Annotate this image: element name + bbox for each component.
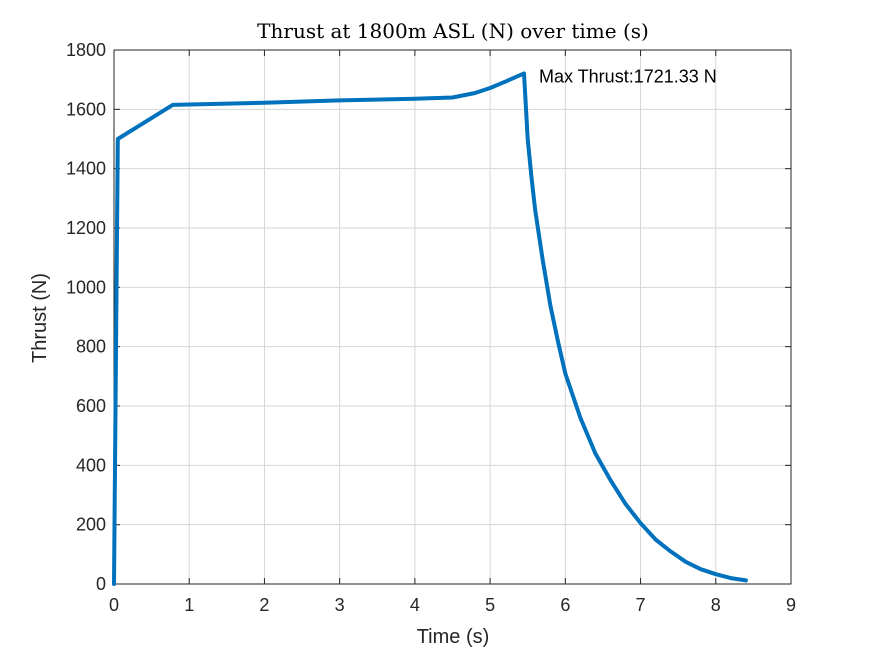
plot-frame xyxy=(113,49,792,585)
y-tick-label: 400 xyxy=(76,455,106,475)
x-tick-label: 2 xyxy=(259,595,269,615)
y-tick-label: 200 xyxy=(76,515,106,535)
x-tick-label: 7 xyxy=(636,595,646,615)
x-axis-label: Time (s) xyxy=(417,626,490,648)
y-tick-label: 1000 xyxy=(66,277,106,297)
tick-labels: 0 1 2 3 4 5 6 7 8 9 0 200 400 600 800 1000 1200 1400 1600 1… xyxy=(66,40,796,615)
max-thrust-annotation: Max Thrust:1721.33 N xyxy=(539,67,717,87)
y-tick-label: 600 xyxy=(76,396,106,416)
series-group xyxy=(112,71,748,586)
x-tick-label: 6 xyxy=(560,595,570,615)
x-tick-label: 4 xyxy=(410,595,420,615)
y-tick-label: 1200 xyxy=(66,218,106,238)
annotations: Max Thrust:1721.33 N xyxy=(539,67,717,87)
x-tick-label: 9 xyxy=(786,595,796,615)
series-line xyxy=(112,71,748,586)
x-tick-label: 1 xyxy=(184,595,194,615)
x-tick-label: 8 xyxy=(711,595,721,615)
x-tick-label: 0 xyxy=(109,595,119,615)
y-tick-label: 1400 xyxy=(66,159,106,179)
y-axis-label: Thrust (N) xyxy=(29,273,51,363)
y-tick-label: 1600 xyxy=(66,99,106,119)
chart-title: Thrust at 1800m ASL (N) over time (s) xyxy=(257,19,649,43)
x-tick-label: 3 xyxy=(335,595,345,615)
y-tick-label: 0 xyxy=(96,574,106,594)
x-tick-label: 5 xyxy=(485,595,495,615)
y-tick-label: 1800 xyxy=(66,40,106,60)
y-tick-label: 800 xyxy=(76,337,106,357)
plot-area xyxy=(114,50,791,584)
